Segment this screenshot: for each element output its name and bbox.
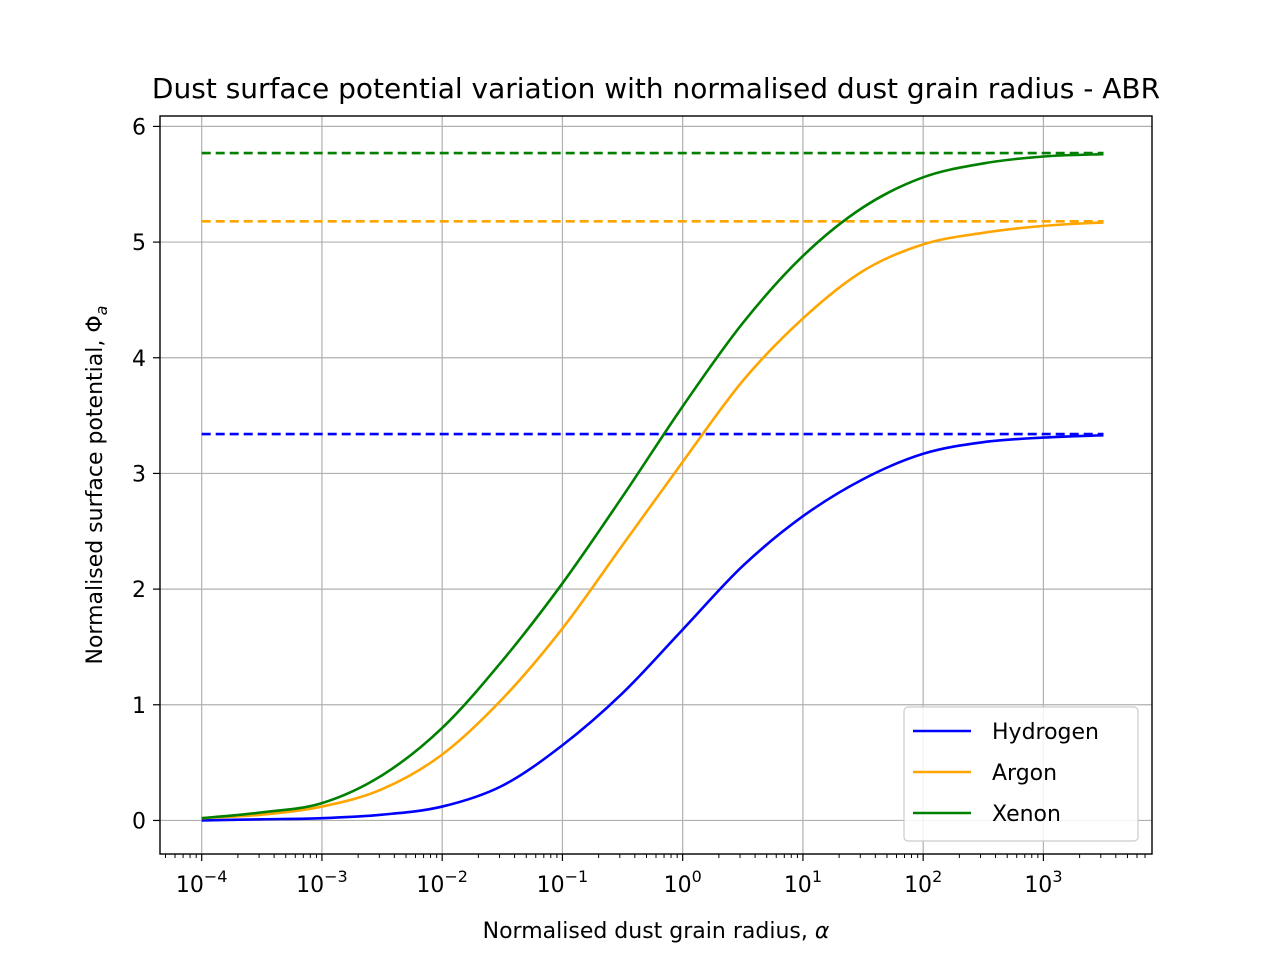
- x-tick-label: 100: [664, 867, 702, 898]
- x-axis-label: Normalised dust grain radius, α: [483, 919, 830, 944]
- y-tick-label: 6: [132, 115, 146, 140]
- legend-box: [903, 706, 1139, 842]
- hydrogen-series-line: [201, 433, 1104, 822]
- y-tick-label: 3: [132, 462, 146, 487]
- y-tick-label: 1: [132, 694, 146, 719]
- y-axis-label: Normalised surface potential, Φa: [83, 306, 111, 665]
- legend-label-hydrogen: Hydrogen: [992, 720, 1099, 745]
- y-tick-label: 0: [132, 809, 146, 834]
- x-tick-label: 10−3: [296, 867, 348, 898]
- y-tick-label: 2: [132, 578, 146, 603]
- legend: Hydrogen Argon Xenon: [903, 706, 1139, 842]
- argon-series-line: [201, 221, 1104, 820]
- x-tick-label: 102: [904, 867, 942, 898]
- legend-label-xenon: Xenon: [992, 802, 1061, 827]
- y-tick-label: 4: [132, 347, 146, 372]
- x-tick-label: 10−2: [416, 867, 468, 898]
- xenon-series-line: [201, 152, 1104, 820]
- series-layer: [201, 151, 1104, 822]
- x-axis: 10−4 10−3 10−2 10−1 100 101 102 103: [165, 854, 1146, 898]
- y-tick-label: 5: [132, 231, 146, 256]
- chart-title: Dust surface potential variation with no…: [152, 72, 1160, 105]
- legend-label-argon: Argon: [992, 761, 1057, 786]
- x-tick-label: 103: [1024, 867, 1062, 898]
- x-tick-label: 101: [784, 867, 822, 898]
- x-tick-label: 10−4: [176, 867, 228, 898]
- x-tick-label: 10−1: [537, 867, 589, 898]
- y-axis: 0 1 2 3 4 5 6: [132, 115, 160, 834]
